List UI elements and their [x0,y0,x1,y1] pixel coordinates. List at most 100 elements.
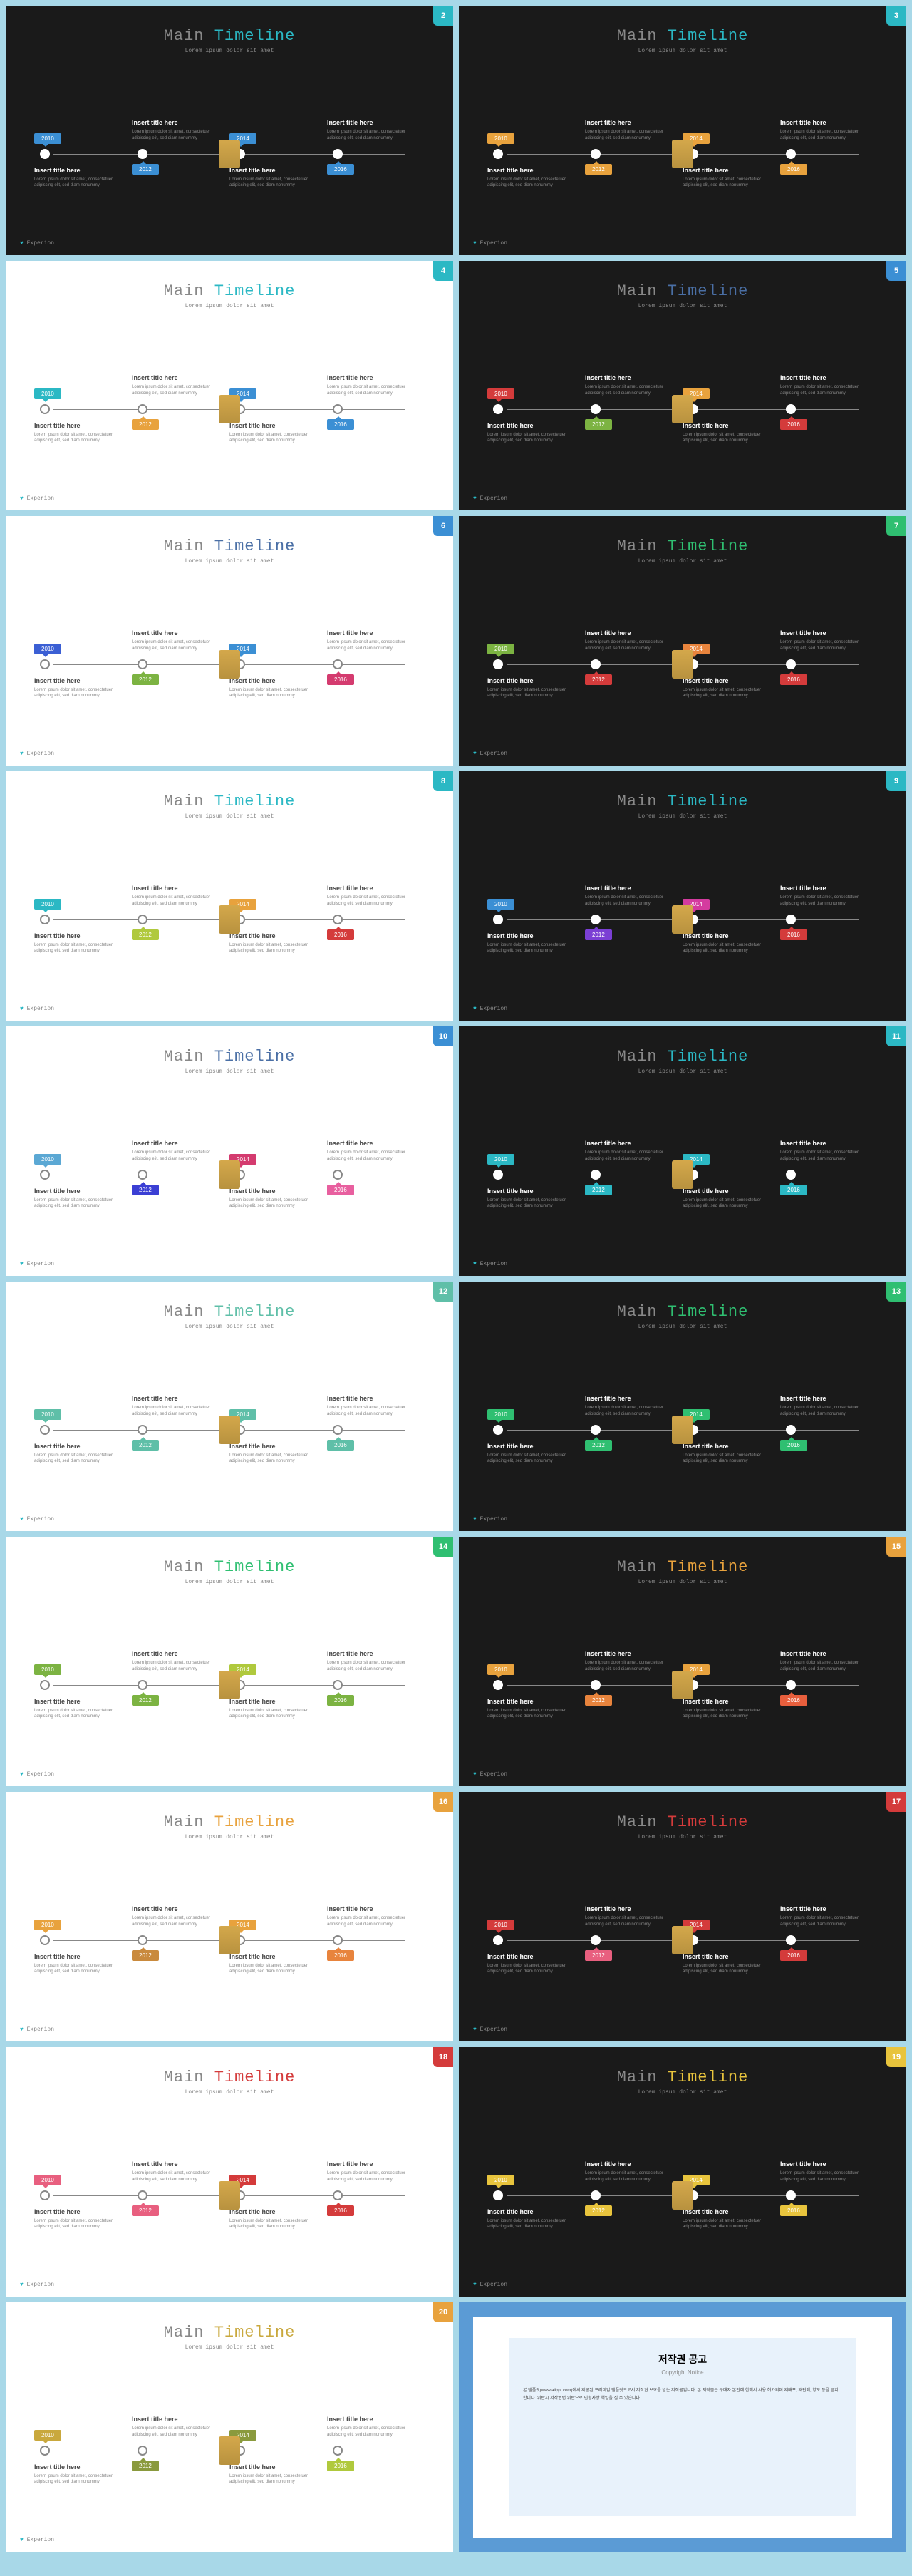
item-text: Lorem ipsum dolor sit amet, consectetuer… [327,1915,419,1927]
slide-subtitle: Lorem ipsum dolor sit amet [34,813,425,820]
year-tag: 2016 [780,1185,807,1195]
item-text: Lorem ipsum dolor sit amet, consectetuer… [683,1963,774,1975]
slide-subtitle: Lorem ipsum dolor sit amet [34,1834,425,1840]
trophy-icon [672,905,693,934]
timeline-item: 2010Insert title hereLorem ipsum dolor s… [487,1111,585,1239]
year-tag: 2010 [34,133,61,144]
slide-title: Main Timeline [487,27,878,45]
page-number: 7 [886,516,906,536]
timeline-dot [333,659,343,669]
slide: 6Main TimelineLorem ipsum dolor sit amet… [6,516,453,766]
year-tag: 2016 [327,674,354,685]
slide-title: Main Timeline [34,2068,425,2086]
item-heading: Insert title here [34,932,126,939]
page-number: 4 [433,261,453,281]
timeline: 2010Insert title hereLorem ipsum dolor s… [34,345,425,473]
year-tag: 2016 [780,1950,807,1961]
page-number: 18 [433,2047,453,2067]
item-text: Lorem ipsum dolor sit amet, consectetuer… [487,1453,579,1465]
year-tag: 2010 [487,1664,514,1675]
timeline-dot [493,1680,503,1690]
item-text: Lorem ipsum dolor sit amet, consectetuer… [132,129,224,141]
item-text: Lorem ipsum dolor sit amet, consectetuer… [585,1150,677,1162]
timeline-dot [493,149,503,159]
slide: 18 Main Timeline Lorem ipsum dolor sit ame… [6,2047,453,2297]
timeline-item: 2012Insert title hereLorem ipsum dolor s… [585,1876,683,2004]
year-tag: 2012 [585,2205,612,2216]
timeline-item: 2012Insert title hereLorem ipsum dolor s… [132,855,229,984]
footer-logo: Experion [473,1261,507,1267]
timeline-item: 2014Insert title hereLorem ipsum dolor s… [683,600,780,728]
item-heading: Insert title here [327,2160,419,2168]
timeline-dot [591,1935,601,1945]
item-heading: Insert title here [327,1905,419,1912]
item-heading: Insert title here [229,1953,321,1960]
timeline-item: 2014Insert title hereLorem ipsum dolor s… [683,1876,780,2004]
slide-title: Main Timeline [34,282,425,300]
timeline-item: 2014Insert title hereLorem ipsum dolor s… [229,600,327,728]
trophy-icon [219,1926,240,1954]
slide: 3Main TimelineLorem ipsum dolor sit amet… [459,6,906,255]
timeline: 2010Insert title hereLorem ipsum dolor s… [487,90,878,218]
page-number: 10 [433,1026,453,1046]
slide-title: Main Timeline [487,282,878,300]
footer-logo: Experion [473,2282,507,2288]
item-heading: Insert title here [585,1650,677,1657]
timeline-dot [591,149,601,159]
slide-subtitle: Lorem ipsum dolor sit amet [487,303,878,309]
item-heading: Insert title here [34,2208,126,2215]
year-tag: 2010 [34,1409,61,1420]
timeline: 2010Insert title hereLorem ipsum dolor s… [34,1366,425,1494]
timeline-item: 2010Insert title hereLorem ipsum dolor s… [34,2386,132,2515]
page-number: 17 [886,1792,906,1812]
item-heading: Insert title here [132,1650,224,1657]
item-heading: Insert title here [34,422,126,429]
footer-logo: Experion [473,1771,507,1778]
item-text: Lorem ipsum dolor sit amet, consectetuer… [229,177,321,189]
timeline-item: 2014Insert title hereLorem ipsum dolor s… [229,1366,327,1494]
year-tag: 2012 [132,1950,159,1961]
item-heading: Insert title here [780,1650,872,1657]
slide: 4Main TimelineLorem ipsum dolor sit amet… [6,261,453,510]
item-text: Lorem ipsum dolor sit amet, consectetuer… [487,1708,579,1720]
trophy-icon [219,140,240,168]
item-text: Lorem ipsum dolor sit amet, consectetuer… [585,1660,677,1672]
timeline-item: 2016Insert title hereLorem ipsum dolor s… [327,2386,425,2515]
item-text: Lorem ipsum dolor sit amet, consectetuer… [487,2218,579,2230]
timeline-item: 2016Insert title hereLorem ipsum dolor s… [780,855,878,984]
timeline-dot [591,1170,601,1180]
item-text: Lorem ipsum dolor sit amet, consectetuer… [683,1708,774,1720]
item-text: Lorem ipsum dolor sit amet, consectetuer… [780,1915,872,1927]
slide-title: Main Timeline [34,2324,425,2341]
item-heading: Insert title here [487,167,579,174]
item-text: Lorem ipsum dolor sit amet, consectetuer… [229,2473,321,2485]
year-tag: 2010 [487,1920,514,1930]
timeline-item: 2016Insert title hereLorem ipsum dolor s… [780,90,878,218]
item-text: Lorem ipsum dolor sit amet, consectetuer… [132,2170,224,2183]
year-tag: 2016 [327,419,354,430]
slide: 12Main TimelineLorem ipsum dolor sit ame… [6,1282,453,1531]
timeline-dot [40,1425,50,1435]
timeline: 2010Insert title hereLorem ipsum dolor s… [487,345,878,473]
slide-title: Main Timeline [487,537,878,555]
item-heading: Insert title here [327,2416,419,2423]
item-heading: Insert title here [229,2463,321,2471]
timeline-item: 2016Insert title hereLorem ipsum dolor s… [327,90,425,218]
year-tag: 2012 [585,1950,612,1961]
timeline-dot [786,149,796,159]
item-heading: Insert title here [229,1187,321,1195]
item-heading: Insert title here [34,1187,126,1195]
item-heading: Insert title here [229,932,321,939]
timeline-item: 2010Insert title hereLorem ipsum dolor s… [487,90,585,218]
item-text: Lorem ipsum dolor sit amet, consectetuer… [34,177,126,189]
timeline-dot [786,659,796,669]
page-number: 5 [886,261,906,281]
item-heading: Insert title here [229,1443,321,1450]
trophy-icon [219,905,240,934]
slide-subtitle: Lorem ipsum dolor sit amet [487,1324,878,1330]
item-heading: Insert title here [34,167,126,174]
trophy-icon [672,1926,693,1954]
page-number: 9 [886,771,906,791]
timeline-dot [591,659,601,669]
slide-subtitle: Lorem ipsum dolor sit amet [487,1579,878,1585]
